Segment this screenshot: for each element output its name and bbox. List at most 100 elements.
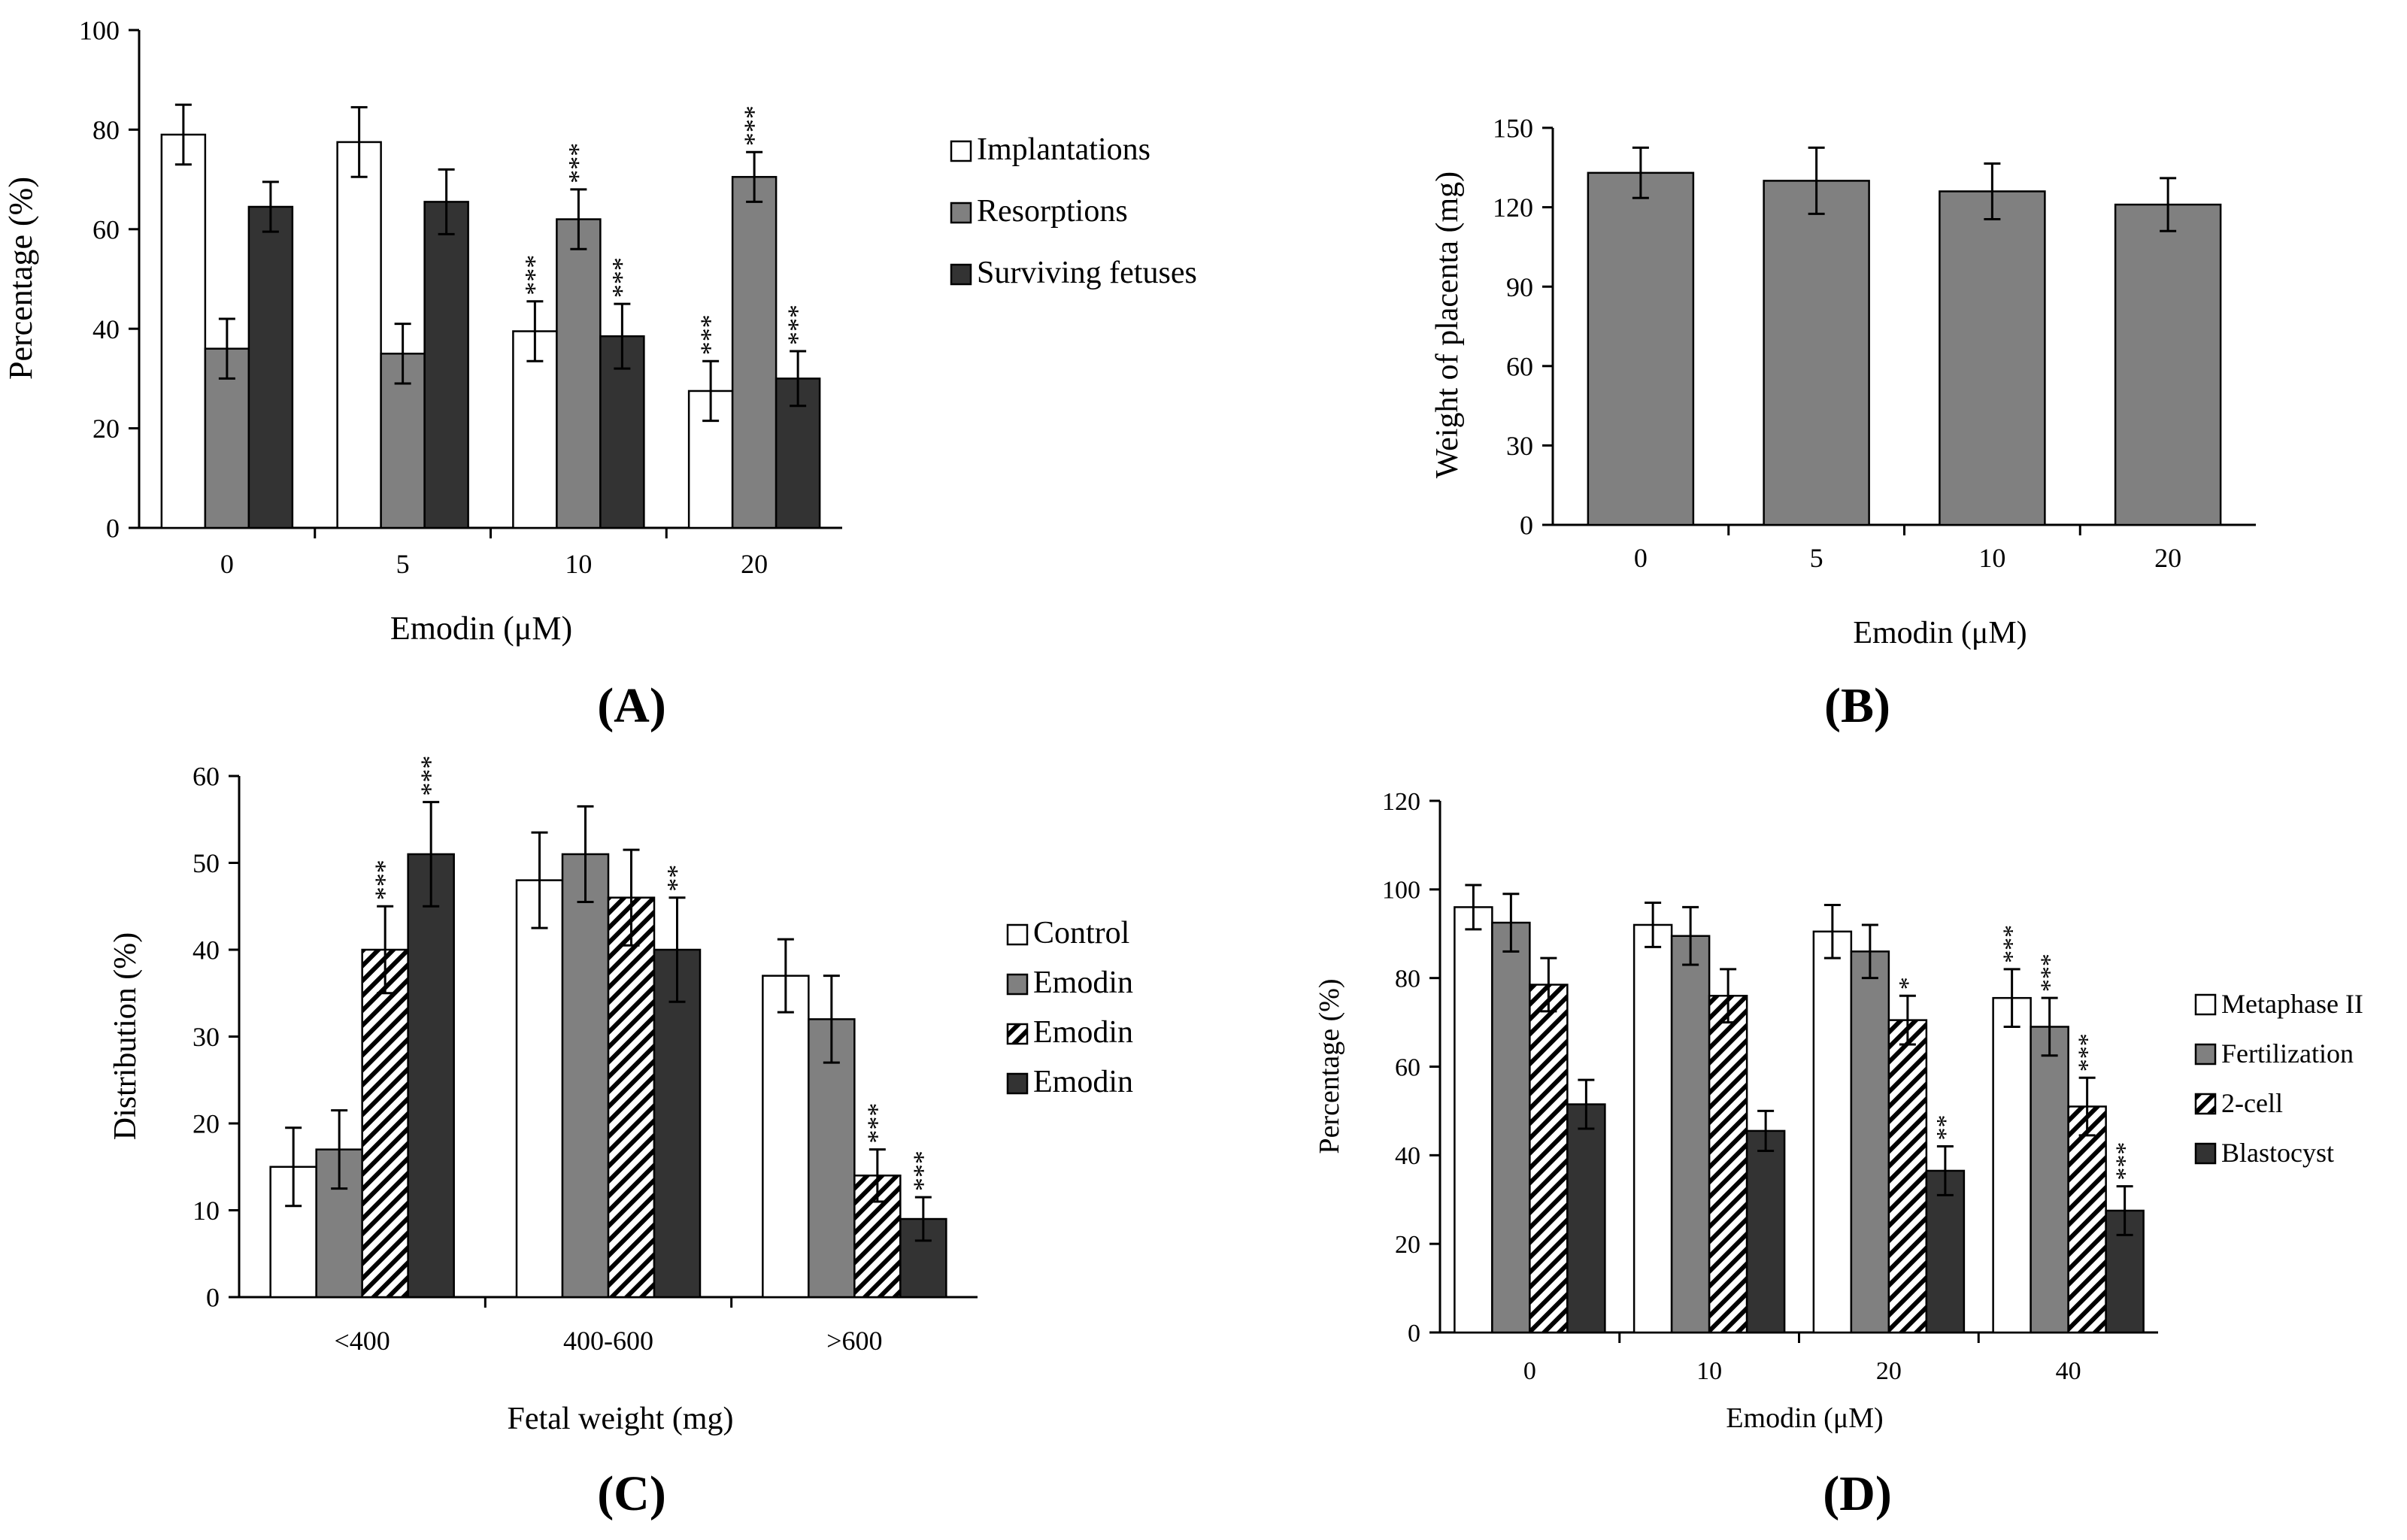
bar	[1491, 921, 1531, 1334]
significance-marker: ***	[782, 305, 812, 345]
legend-label: Emodin	[1033, 1015, 1133, 1050]
panel-label: (D)	[1823, 1466, 1892, 1521]
y-tick-label: 0	[206, 1283, 220, 1313]
y-tick-label: 20	[1395, 1231, 1420, 1259]
legend-label: Resorptions	[977, 194, 1128, 229]
y-tick-label: 30	[192, 1022, 220, 1052]
legend-label: Blastocyst	[2221, 1138, 2334, 1168]
x-axis-label: Emodin (μM)	[1853, 616, 2027, 650]
x-tick-label: 20	[741, 549, 768, 579]
y-tick-label: 40	[1395, 1142, 1420, 1170]
y-tick-label: 100	[79, 16, 120, 46]
bar	[160, 133, 207, 529]
panel-label: (A)	[597, 678, 666, 733]
y-tick-label: 60	[92, 214, 120, 244]
bar	[1887, 1019, 1928, 1334]
legend-label: Emodin	[1033, 966, 1133, 1000]
x-axis-label: Emodin (μM)	[1726, 1402, 1883, 1434]
legend-swatch	[950, 140, 972, 162]
y-tick-label: 60	[1506, 351, 1533, 381]
x-tick-label: 0	[220, 549, 234, 579]
legend-label: 2-cell	[2221, 1088, 2283, 1118]
significance-marker: ***	[562, 143, 593, 183]
y-axis-label: Weight of placenta (mg)	[1430, 171, 1465, 478]
significance-marker: ***	[908, 1150, 938, 1191]
panel-label: (C)	[597, 1466, 666, 1521]
bar	[2114, 203, 2222, 526]
legend: Metaphase II Fertilization 2-cell Blastocys…	[2194, 989, 2363, 1168]
bar	[731, 176, 778, 529]
bar	[1587, 171, 1695, 526]
x-axis-label: Fetal weight (mg)	[508, 1402, 734, 1436]
bar	[512, 330, 558, 529]
bar	[247, 205, 294, 529]
y-tick-label: 20	[192, 1109, 220, 1139]
y-tick-label: 80	[1395, 966, 1420, 993]
y-tick-label: 0	[1520, 511, 1533, 541]
significance-marker: ***	[2074, 1033, 2102, 1072]
chart-panel-b: 0 30 60 90 120 150 0 5 10 20 Weight of placenta (m…	[1430, 114, 2256, 733]
x-tick-label: 10	[1978, 543, 2005, 573]
x-tick-label: 10	[1696, 1357, 1722, 1385]
significance-marker: ***	[1999, 925, 2027, 963]
x-tick-label: 5	[1810, 543, 1823, 573]
x-tick-label: 20	[2154, 543, 2181, 573]
y-tick-label: 30	[1506, 431, 1533, 461]
bar	[762, 975, 810, 1299]
legend-swatch	[950, 263, 972, 286]
bar	[423, 201, 469, 529]
y-tick-label: 0	[106, 514, 120, 544]
significance-marker: ***	[695, 314, 725, 355]
chart-panel-a: 0 20 40 60 80 100 0 5 10 *** *** *** 20 *** *** *** Perc…	[2, 16, 1197, 733]
y-tick-label: 50	[192, 848, 220, 878]
bar	[1632, 923, 1673, 1334]
y-tick-label: 120	[1382, 788, 1420, 816]
bar	[1939, 190, 2046, 526]
y-tick-label: 10	[192, 1196, 220, 1226]
bar	[607, 896, 656, 1299]
bar	[1763, 180, 1870, 526]
bar	[2067, 1105, 2107, 1334]
legend-label: Metaphase II	[2221, 989, 2363, 1019]
y-tick-label: 0	[1408, 1320, 1420, 1348]
bar	[2030, 1026, 2069, 1334]
y-tick-label: 120	[1493, 192, 1533, 223]
significance-marker: *	[1894, 977, 1922, 990]
significance-marker: ***	[2111, 1142, 2139, 1181]
x-tick-label: 20	[1876, 1357, 1902, 1385]
bar	[556, 218, 602, 529]
x-tick-label: <400	[335, 1326, 390, 1356]
bar	[1850, 950, 1890, 1334]
bar	[1454, 906, 1493, 1334]
x-tick-label: 0	[1634, 543, 1648, 573]
x-tick-label: 400-600	[563, 1326, 653, 1356]
bar	[808, 1018, 856, 1299]
bar	[561, 853, 610, 1299]
bar	[1670, 935, 1711, 1334]
y-axis-label: Distribution (%)	[108, 932, 143, 1140]
significance-marker: **	[662, 865, 692, 892]
significance-marker: ***	[2036, 953, 2064, 992]
bar	[515, 879, 564, 1299]
legend-swatch	[2194, 1093, 2217, 1115]
y-tick-label: 80	[92, 115, 120, 145]
y-tick-label: 90	[1506, 272, 1533, 302]
x-tick-label: 0	[1523, 1357, 1536, 1385]
bar	[336, 141, 382, 529]
legend-label: Control	[1033, 916, 1129, 950]
legend: Control Emodin Emodin Emodin	[1006, 916, 1133, 1099]
legend-swatch	[2194, 1142, 2217, 1165]
significance-marker: ***	[519, 255, 549, 296]
bar	[1566, 1103, 1606, 1334]
legend-label: Fertilization	[2221, 1038, 2354, 1069]
legend-swatch	[1006, 923, 1029, 946]
significance-marker: **	[1932, 1115, 1960, 1141]
bar	[1812, 930, 1853, 1334]
y-tick-label: 40	[92, 314, 120, 344]
x-tick-label: 40	[2056, 1357, 2081, 1385]
x-axis-label: Emodin (μM)	[390, 610, 572, 647]
y-tick-label: 100	[1382, 877, 1420, 905]
